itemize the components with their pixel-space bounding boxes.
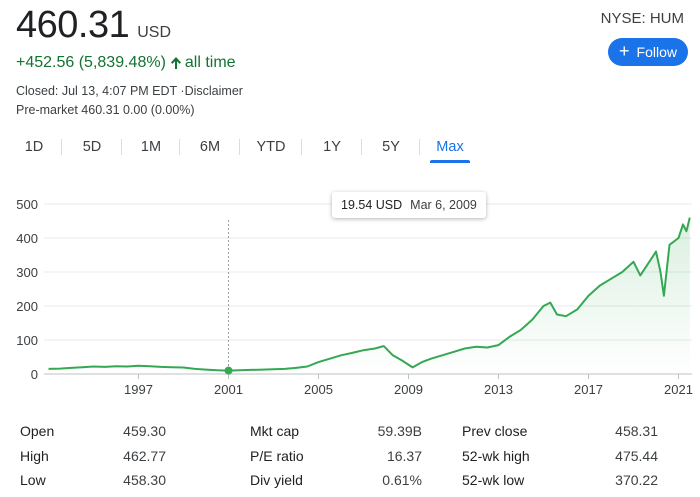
market-status[interactable]: Closed: Jul 13, 4:07 PM EDT ·Disclaimer	[16, 84, 243, 98]
stat-label-div-yield[interactable]: Div yield	[250, 472, 303, 489]
x-tick-label: 1997	[124, 382, 153, 397]
x-tick-label: 2001	[214, 382, 243, 397]
tab-ytd[interactable]: YTD	[240, 132, 302, 162]
stat-value-52wk-high: 475.44	[615, 447, 658, 464]
price-change: +452.56 (5,839.48%) all time	[16, 54, 236, 72]
change-period: all time	[184, 54, 236, 71]
key-stats: Open 459.30 Mkt cap 59.39B Prev close 45…	[20, 419, 680, 493]
x-tick-label: 2021	[664, 382, 693, 397]
tab-1m[interactable]: 1M	[122, 132, 180, 162]
price-area	[48, 217, 690, 374]
x-tick-label: 2017	[574, 382, 603, 397]
stat-label-low: Low	[20, 472, 46, 489]
y-tick-label: 200	[16, 299, 38, 314]
tab-5d[interactable]: 5D	[62, 132, 122, 162]
x-tick-label: 2005	[304, 382, 333, 397]
current-price: 460.31	[16, 4, 130, 46]
stat-value-prev-close: 458.31	[615, 423, 658, 440]
y-tick-label: 0	[31, 367, 38, 382]
chart-tooltip: 19.54 USD Mar 6, 2009	[332, 192, 486, 218]
y-tick-label: 400	[16, 231, 38, 246]
y-tick-label: 300	[16, 265, 38, 280]
y-tick-label: 100	[16, 333, 38, 348]
tooltip-date: Mar 6, 2009	[410, 198, 477, 212]
follow-label: Follow	[636, 44, 677, 60]
stat-label-mkt-cap[interactable]: Mkt cap	[250, 423, 300, 440]
x-tick-label: 2009	[394, 382, 423, 397]
stat-value-open: 459.30	[123, 423, 166, 440]
stat-value-mkt-cap: 59.39B	[377, 423, 422, 440]
stat-value-52wk-low: 370.22	[615, 472, 658, 489]
stats-row: Open 459.30 Mkt cap 59.39B Prev close 45…	[20, 419, 680, 444]
stat-label-52wk-high: 52-wk high	[462, 447, 530, 464]
stat-value-pe-ratio: 16.37	[386, 447, 422, 464]
ticker-symbol: NYSE: HUM	[600, 10, 684, 27]
stat-value-low: 458.30	[123, 472, 166, 489]
y-tick-label: 500	[16, 197, 38, 212]
premarket-quote: Pre-market 460.31 0.00 (0.00%)	[16, 103, 195, 117]
stats-row: High 462.77 P/E ratio 16.37 52-wk high 4…	[20, 444, 680, 469]
stat-label-52wk-low: 52-wk low	[462, 472, 525, 489]
stat-label-open: Open	[20, 423, 55, 440]
tab-5y[interactable]: 5Y	[362, 132, 420, 162]
stat-label-high: High	[20, 447, 49, 464]
tooltip-value: 19.54 USD	[341, 198, 403, 212]
stats-row: Low 458.30 Div yield 0.61% 52-wk low 370…	[20, 468, 680, 493]
follow-button[interactable]: + Follow	[608, 38, 688, 66]
stat-label-pe-ratio[interactable]: P/E ratio	[250, 447, 304, 464]
price-line	[48, 217, 691, 372]
currency-label: USD	[137, 24, 172, 41]
price-block: 460.31 USD	[16, 4, 171, 47]
change-value: +452.56 (5,839.48%)	[16, 54, 166, 71]
tab-6m[interactable]: 6M	[180, 132, 240, 162]
hover-point	[224, 366, 233, 375]
stat-value-high: 462.77	[123, 447, 166, 464]
plus-icon: +	[619, 41, 630, 61]
arrow-up-icon	[170, 56, 182, 70]
tab-1y[interactable]: 1Y	[302, 132, 362, 162]
stat-label-prev-close: Prev close	[462, 423, 528, 440]
stat-value-div-yield: 0.61%	[382, 472, 422, 489]
range-tabs: 1D 5D 1M 6M YTD 1Y 5Y Max	[6, 132, 480, 163]
x-tick-label: 2013	[484, 382, 513, 397]
tab-1d[interactable]: 1D	[6, 132, 62, 162]
tab-max[interactable]: Max	[420, 132, 480, 163]
